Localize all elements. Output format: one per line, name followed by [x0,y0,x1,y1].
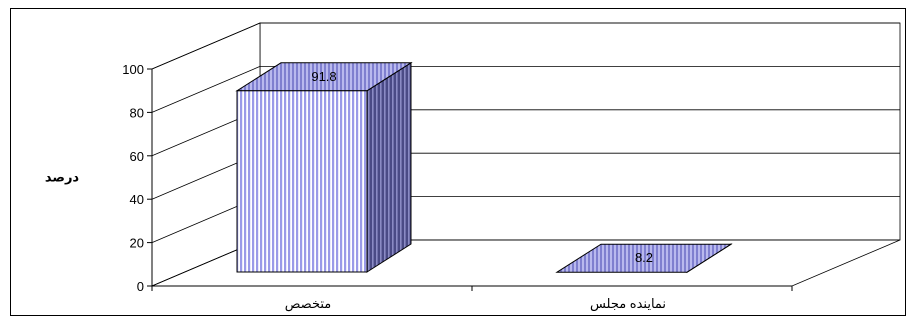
chart-walls [151,22,901,287]
gridline-side [151,22,261,70]
category-label: نماینده مجلس [590,296,666,312]
data-label: 91.8 [311,69,336,84]
bar [235,61,413,273]
y-tick-label: 60 [130,149,144,164]
bar-front [236,90,368,273]
chart-frame [10,8,906,316]
gridline-side [151,66,261,113]
bar [555,243,733,274]
y-tick-label: 20 [130,236,144,251]
bar-side [366,61,412,273]
y-tick-label: 0 [137,279,144,294]
y-tick-label: 40 [130,192,144,207]
bar-top [555,243,733,273]
category-label: متخصص [285,296,331,312]
bars [235,61,733,274]
data-label: 8.2 [635,250,653,265]
axes [147,68,793,291]
labels: 0 20 40 60 80 100 درصد 91.8 متخصص 8.2 نماینده مجلس [45,62,666,312]
y-tick-label: 80 [130,105,144,120]
y-tick-label: 100 [122,62,144,77]
y-axis-title: درصد [45,170,80,185]
